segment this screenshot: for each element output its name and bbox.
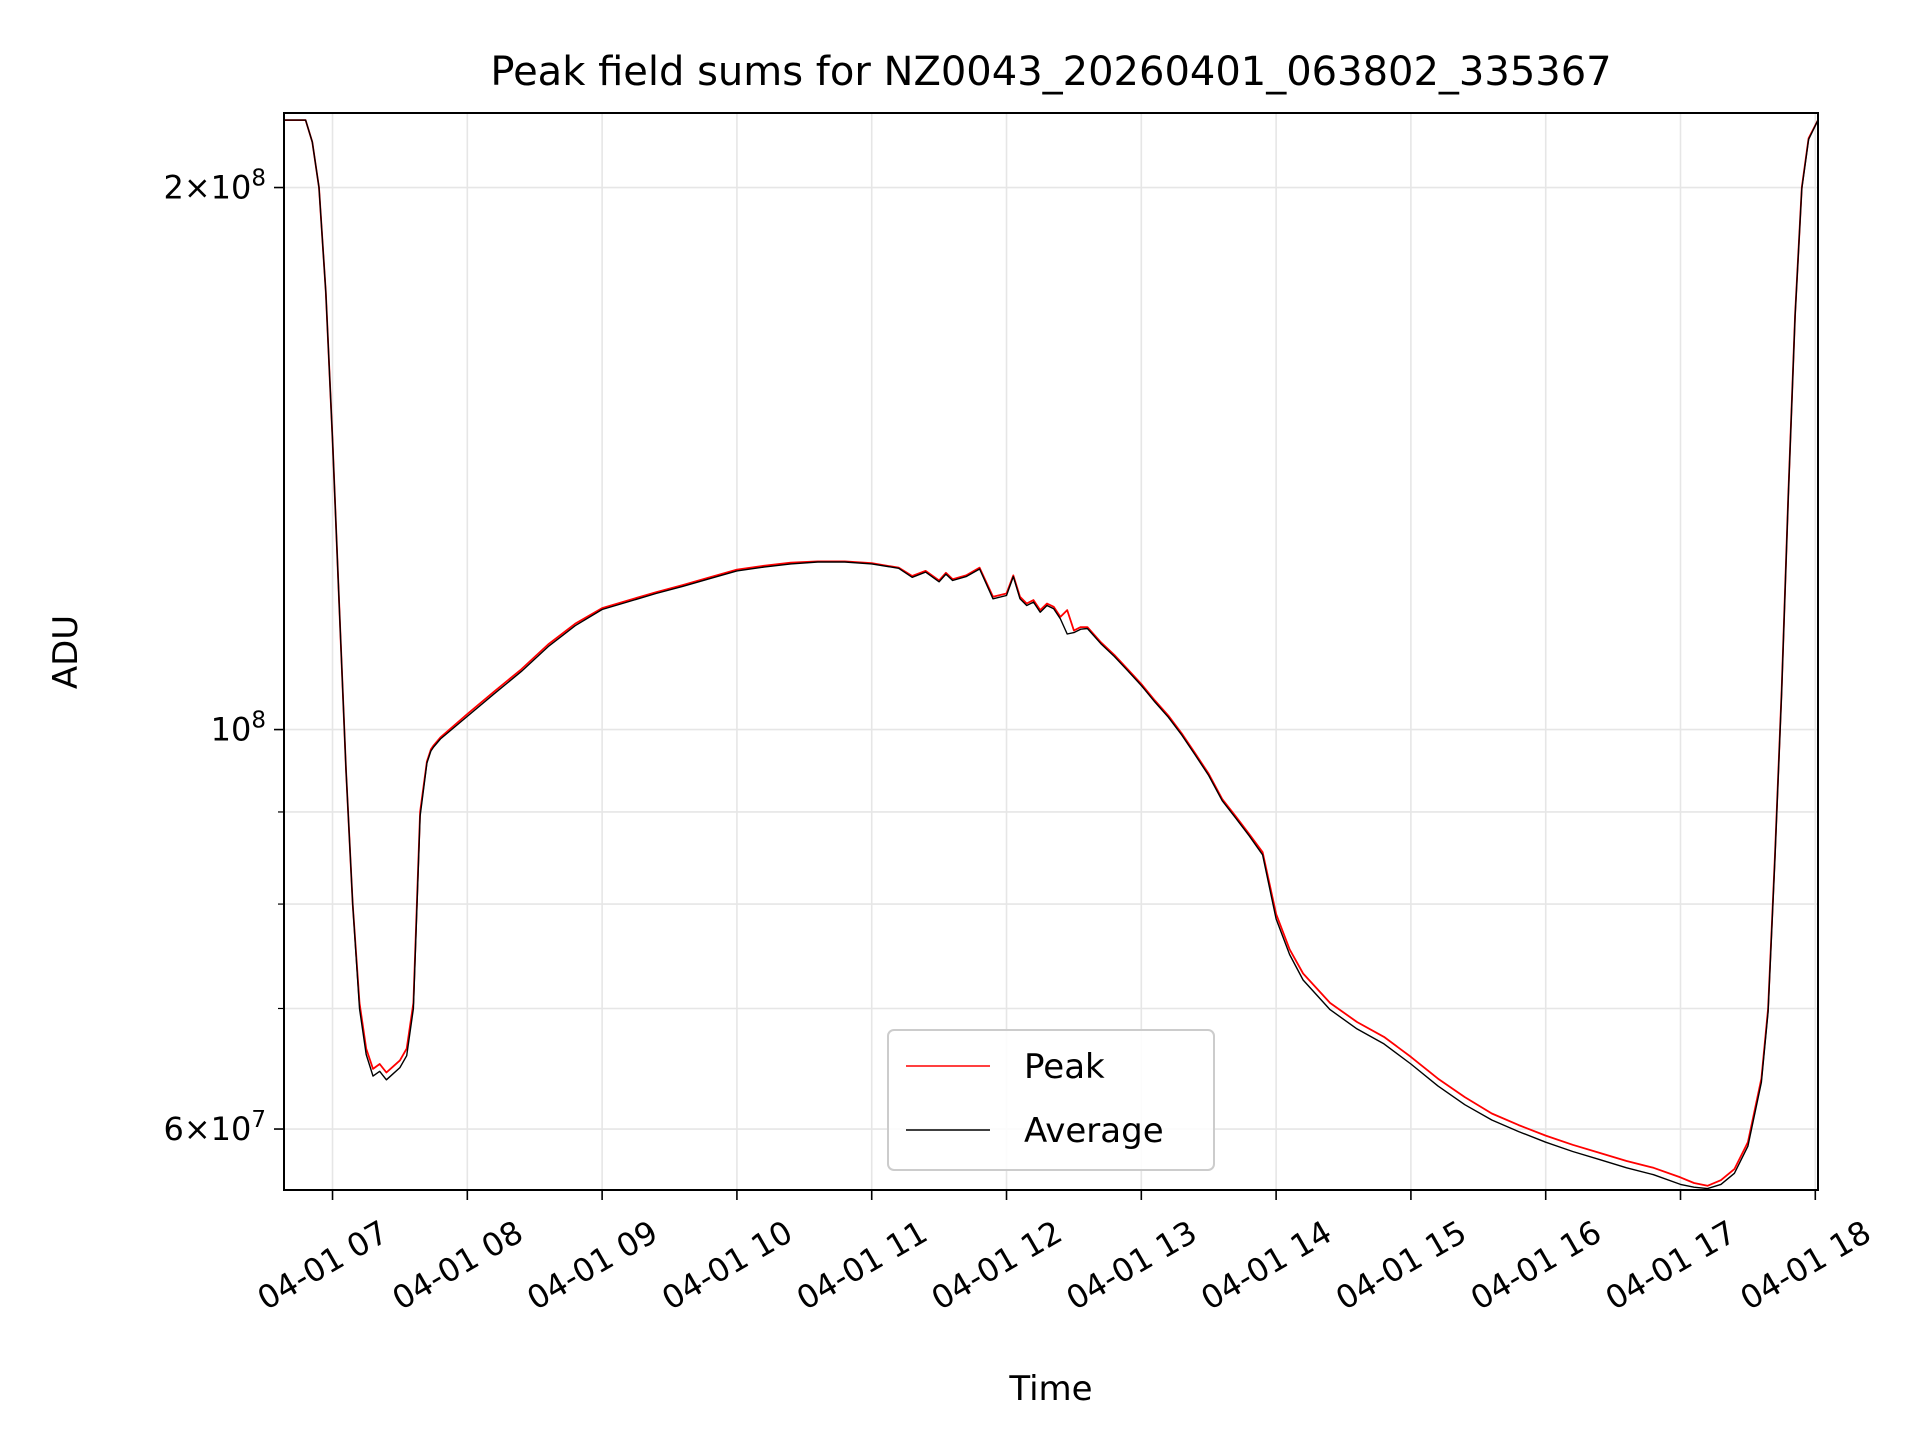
- legend-box: [887, 1029, 1215, 1171]
- y-tick-label: 6×107: [163, 1107, 266, 1148]
- series-line-average: [284, 119, 1819, 1190]
- y-tick-label: 108: [211, 708, 266, 749]
- plot-frame: [283, 112, 1819, 1191]
- series-layer: [284, 119, 1819, 1190]
- y-tick-label: 2×108: [163, 166, 266, 207]
- legend: Peak Average: [887, 1029, 1215, 1171]
- x-axis-label: Time: [1008, 1369, 1092, 1409]
- y-axis-label: ADU: [46, 615, 86, 689]
- legend-label-average: Average: [1024, 1111, 1164, 1151]
- chart-title: Peak field sums for NZ0043_20260401_0638…: [490, 49, 1611, 95]
- legend-label-peak: Peak: [1024, 1047, 1105, 1087]
